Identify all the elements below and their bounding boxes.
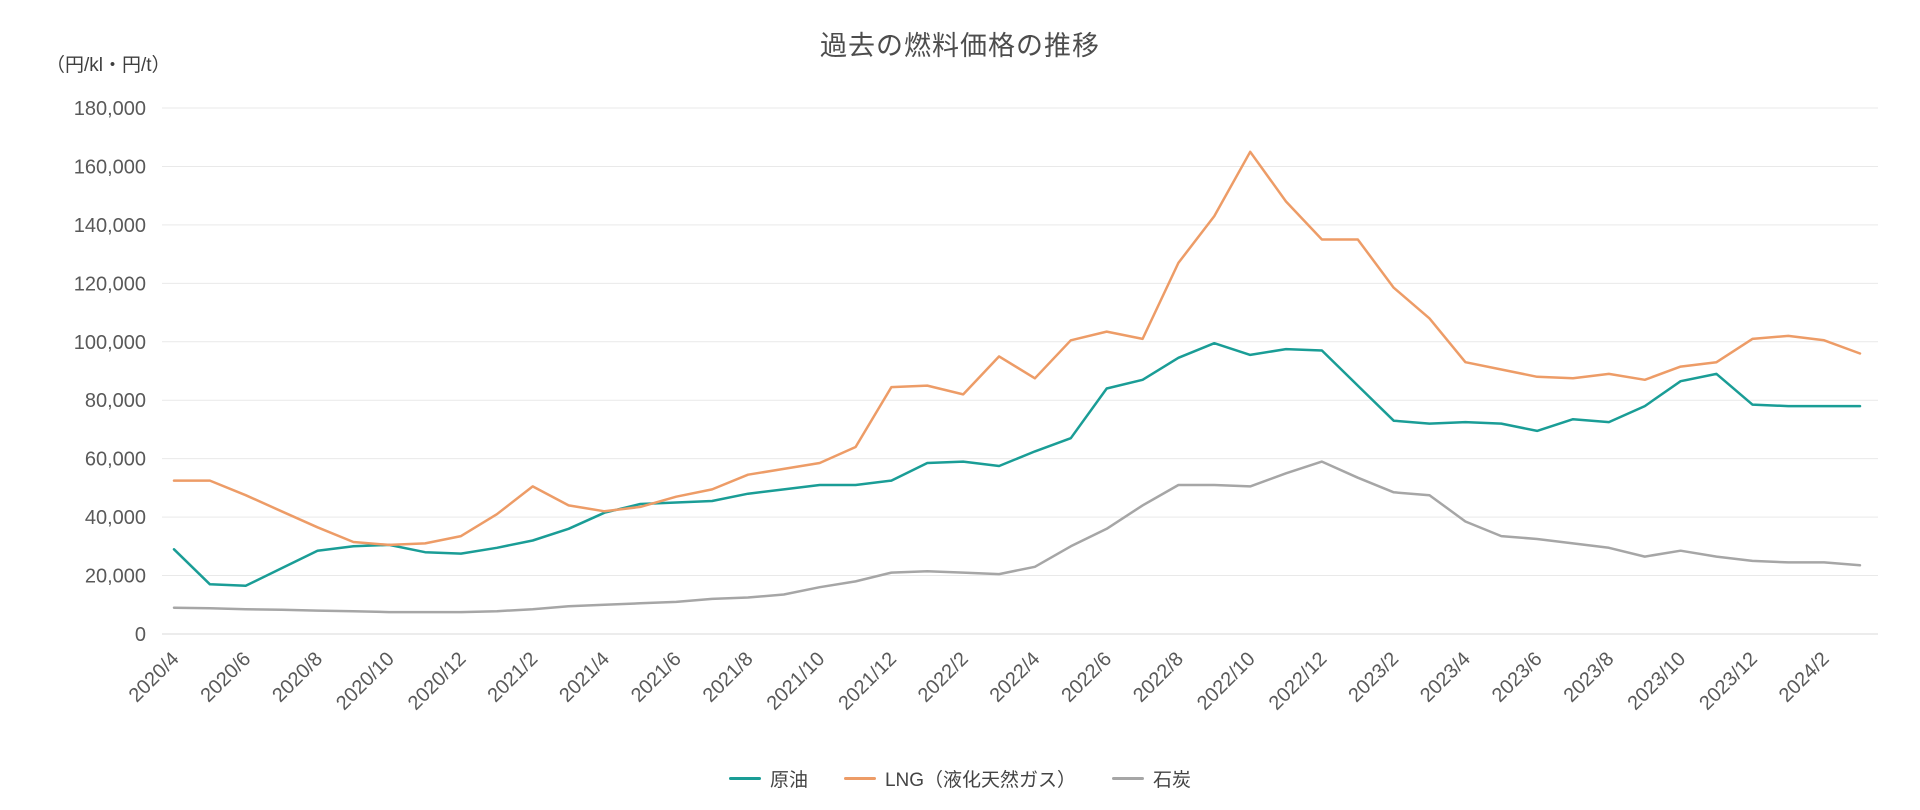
legend-label-coal: 石炭 [1153,770,1192,791]
legend-swatch-crude-oil [728,777,761,780]
x-tick-label: 2023/2 [1344,648,1403,707]
y-tick-label: 40,000 [85,507,146,529]
series-line-2 [172,460,1862,614]
legend-item-lng: LNG（液化天然ガス） [843,765,1077,792]
y-tick-label: 140,000 [74,215,146,237]
x-tick-label: 2020/10 [332,648,399,715]
x-tick-label: 2021/12 [834,648,901,715]
y-tick-label: 0 [135,624,146,646]
chart-legend: 原油 LNG（液化天然ガス） 石炭 [0,765,1920,792]
x-tick-label: 2020/4 [125,648,184,707]
legend-label-lng: LNG（液化天然ガス） [884,770,1077,791]
legend-item-coal: 石炭 [1112,765,1191,792]
series-line-1 [172,150,1862,547]
y-tick-label: 60,000 [85,449,146,471]
legend-swatch-coal [1112,777,1145,780]
chart-title: 過去の燃料価格の推移 [820,31,1100,61]
x-tick-label: 2023/10 [1623,648,1690,715]
y-tick-label: 180,000 [74,98,146,120]
x-tick-label: 2022/2 [914,648,973,707]
y-tick-label: 120,000 [74,273,146,295]
x-tick-label: 2021/8 [699,648,758,707]
x-tick-label: 2021/4 [555,648,614,707]
y-tick-label: 100,000 [74,332,146,354]
x-tick-label: 2023/12 [1695,648,1762,715]
legend-swatch-lng [843,777,876,780]
x-tick-label: 2023/6 [1488,648,1547,707]
x-tick-label: 2022/4 [986,648,1045,707]
x-tick-label: 2023/4 [1416,648,1475,707]
y-tick-label: 160,000 [74,156,146,178]
y-tick-label: 20,000 [85,566,146,588]
x-tick-label: 2022/10 [1193,648,1260,715]
x-tick-label: 2020/6 [196,648,255,707]
x-tick-label: 2020/8 [268,648,327,707]
x-tick-label: 2024/2 [1775,648,1834,707]
x-tick-label: 2022/6 [1057,648,1116,707]
legend-label-crude-oil: 原油 [769,770,808,791]
series-line-0 [172,341,1862,588]
x-tick-label: 2023/8 [1560,648,1619,707]
y-tick-label: 80,000 [85,390,146,412]
x-tick-label: 2022/8 [1129,648,1188,707]
x-tick-label: 2021/10 [763,648,830,715]
legend-item-crude-oil: 原油 [728,765,808,792]
x-tick-label: 2021/6 [627,648,686,707]
x-tick-label: 2021/2 [483,648,542,707]
x-tick-label: 2022/12 [1265,648,1332,715]
y-axis-unit-label: （円/kl・円/t） [46,55,171,76]
x-tick-label: 2020/12 [404,648,471,715]
